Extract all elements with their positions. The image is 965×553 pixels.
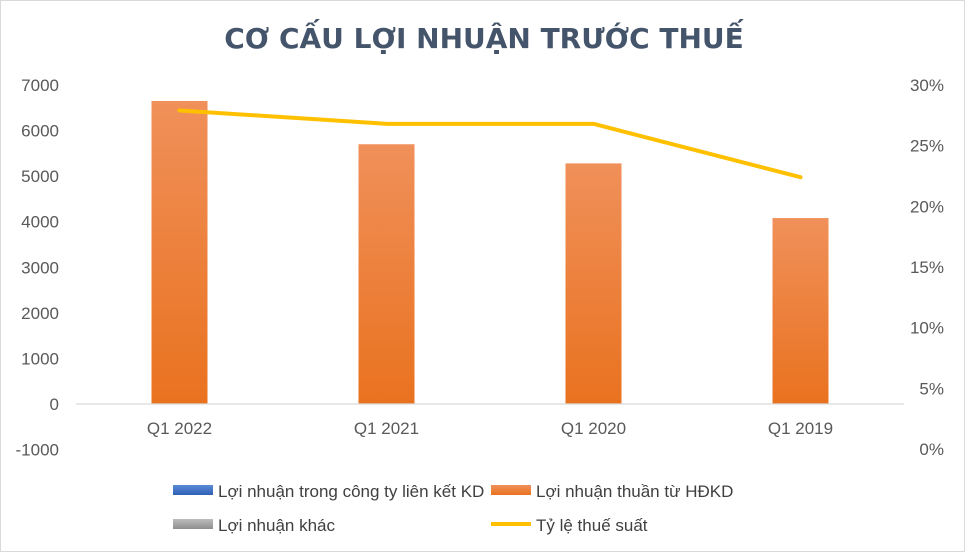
legend-label-operating: Lợi nhuận thuần từ HĐKD xyxy=(536,482,733,501)
legend-label-other: Lợi nhuận khác xyxy=(218,516,336,535)
chart-title: CƠ CẤU LỢI NHUẬN TRƯỚC THUẾ xyxy=(224,17,744,55)
right-tick-label: 10% xyxy=(910,319,944,338)
left-tick-label: 2000 xyxy=(21,304,59,323)
bar xyxy=(151,100,208,404)
left-tick-label: 6000 xyxy=(21,122,59,141)
legend-swatch-other xyxy=(173,519,213,529)
tax-rate-line xyxy=(177,108,803,180)
category-label: Q1 2019 xyxy=(768,419,833,438)
left-tick-label: 4000 xyxy=(21,213,59,232)
right-tick-label: 20% xyxy=(910,197,944,216)
right-tick-label: 0% xyxy=(919,440,944,459)
line-series-group xyxy=(177,108,803,180)
category-label: Q1 2020 xyxy=(561,419,626,438)
bar xyxy=(358,144,415,404)
legend-label-tax-rate: Tỷ lệ thuế suất xyxy=(536,516,648,535)
bar xyxy=(565,163,622,404)
bar xyxy=(772,218,829,404)
category-labels: Q1 2022 Q1 2021 Q1 2020 Q1 2019 xyxy=(147,419,833,438)
left-tick-label: -1000 xyxy=(16,441,59,460)
left-tick-label: 0 xyxy=(50,395,59,414)
left-tick-label: 7000 xyxy=(21,76,59,95)
right-tick-label: 30% xyxy=(910,76,944,95)
left-tick-label: 5000 xyxy=(21,167,59,186)
category-label: Q1 2021 xyxy=(354,419,419,438)
left-axis-ticks: 7000 6000 5000 4000 3000 2000 1000 0 -1000 xyxy=(16,76,59,460)
right-axis-ticks: 30% 25% 20% 15% 10% 5% 0% xyxy=(910,76,944,459)
category-label: Q1 2022 xyxy=(147,419,212,438)
legend-label-associates: Lợi nhuận trong công ty liên kết KD xyxy=(218,482,484,501)
legend-swatch-operating xyxy=(491,485,531,495)
right-tick-label: 25% xyxy=(910,137,944,156)
legend-swatch-associates xyxy=(173,485,213,495)
right-tick-label: 5% xyxy=(919,379,944,398)
right-tick-label: 15% xyxy=(910,258,944,277)
legend: Lợi nhuận trong công ty liên kết KD Lợi … xyxy=(173,482,733,535)
bars-group xyxy=(151,100,829,404)
left-tick-label: 1000 xyxy=(21,349,59,368)
left-tick-label: 3000 xyxy=(21,258,59,277)
